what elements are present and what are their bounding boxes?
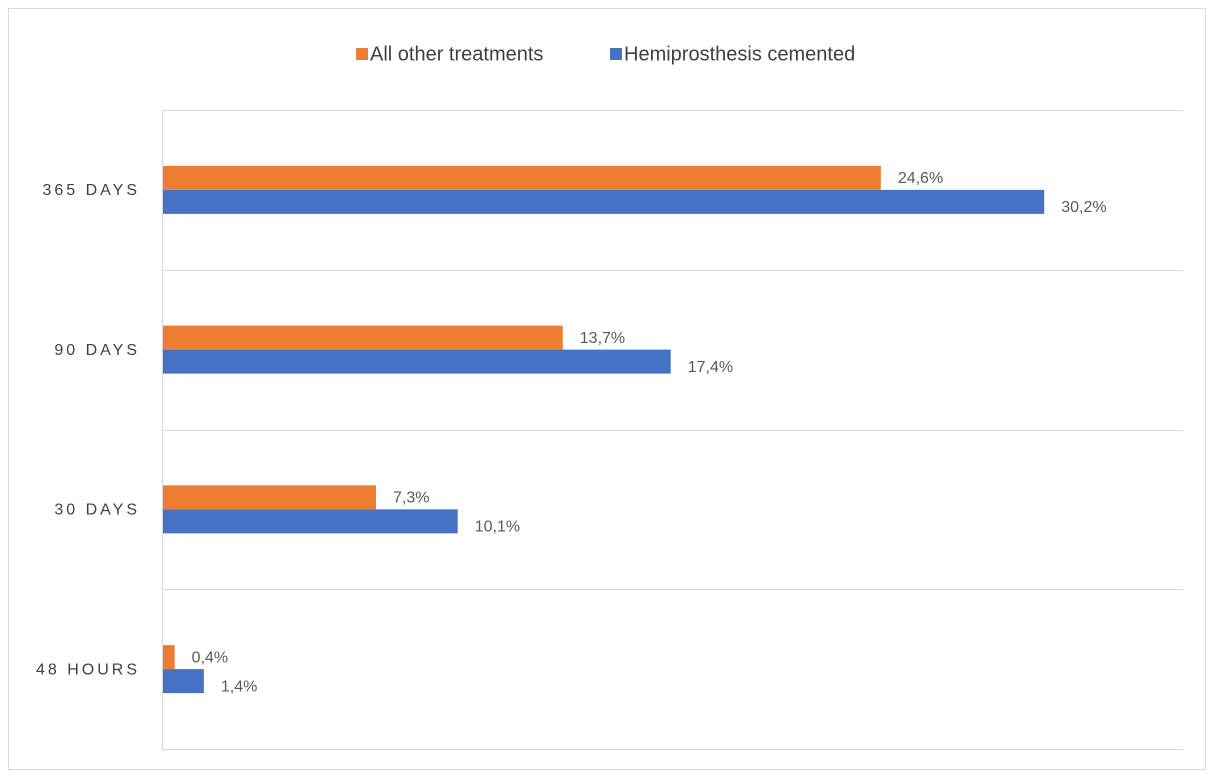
bar-all-other-treatments-3 <box>163 645 175 670</box>
data-label: 13,7% <box>580 330 625 347</box>
legend-label: Hemiprosthesis cemented <box>624 43 855 65</box>
data-label: 24,6% <box>898 170 943 187</box>
category-label: 30 DAYS <box>54 502 140 519</box>
bar-hemiprosthesis-cemented-2 <box>163 509 458 534</box>
category-label: 48 HOURS <box>36 661 140 678</box>
data-labels: 24,6% 30,2% 13,7% 17,4% 7,3% 10,1% 0,4% 1,4% <box>192 170 1107 695</box>
gridlines <box>162 110 1183 750</box>
bar-all-other-treatments-0 <box>163 165 881 190</box>
bar-hemiprosthesis-cemented-1 <box>163 349 671 374</box>
bar-hemiprosthesis-cemented-3 <box>163 669 204 694</box>
legend: All other treatments Hemiprosthesis cemen… <box>356 43 855 65</box>
bar-all-other-treatments-1 <box>163 325 563 350</box>
legend-swatch <box>356 48 368 60</box>
bar-all-other-treatments-2 <box>163 485 377 510</box>
legend-label: All other treatments <box>370 43 543 65</box>
data-label: 30,2% <box>1061 199 1106 216</box>
category-label: 90 DAYS <box>54 342 140 359</box>
bars <box>163 165 1045 694</box>
category-label: 365 DAYS <box>42 182 140 199</box>
data-label: 7,3% <box>393 490 429 507</box>
data-label: 1,4% <box>221 678 257 695</box>
legend-swatch <box>610 48 622 60</box>
data-label: 0,4% <box>192 649 228 666</box>
bar-hemiprosthesis-cemented-0 <box>163 189 1045 214</box>
chart-border <box>8 8 1206 770</box>
data-label: 17,4% <box>688 359 733 376</box>
category-labels: 365 DAYS 90 DAYS 30 DAYS 48 HOURS <box>36 182 140 678</box>
data-label: 10,1% <box>475 519 520 536</box>
